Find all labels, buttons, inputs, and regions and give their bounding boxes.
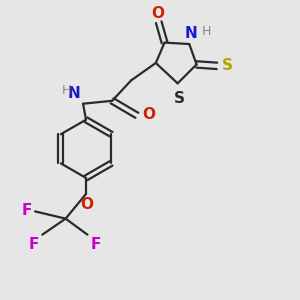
Text: F: F <box>91 237 101 252</box>
Text: H: H <box>202 25 211 38</box>
Text: S: S <box>174 91 184 106</box>
Text: F: F <box>21 203 32 218</box>
Text: O: O <box>142 107 155 122</box>
Text: O: O <box>151 6 164 21</box>
Text: N: N <box>184 26 197 40</box>
Text: F: F <box>28 237 39 252</box>
Text: O: O <box>80 197 93 212</box>
Text: H: H <box>61 84 71 97</box>
Text: S: S <box>222 58 233 73</box>
Text: N: N <box>68 86 80 101</box>
